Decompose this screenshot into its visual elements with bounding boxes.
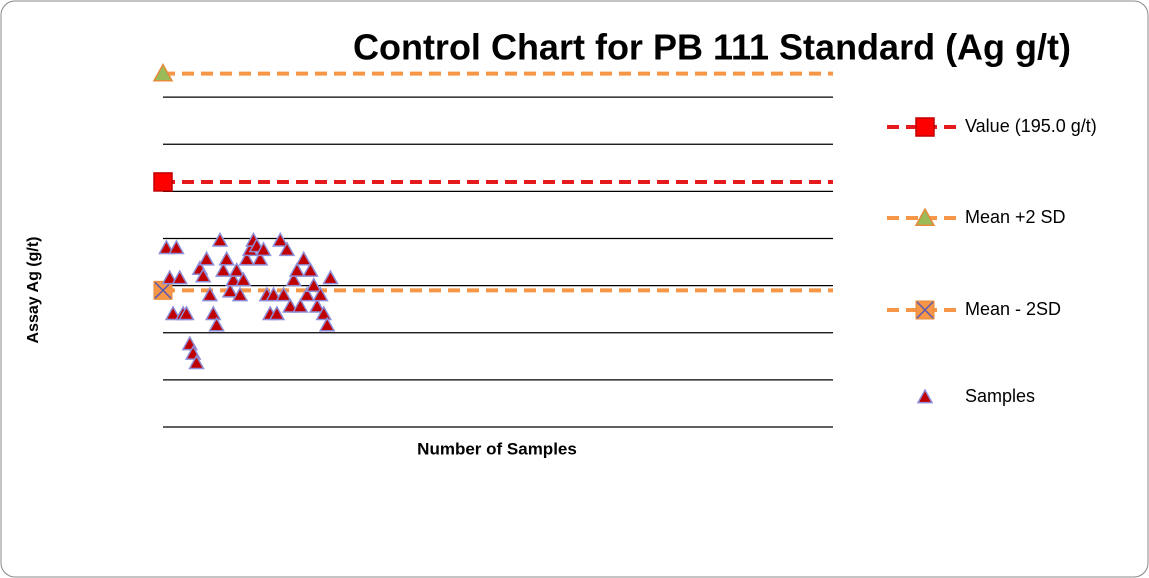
sample-point — [201, 286, 219, 302]
sample-point — [178, 305, 195, 321]
sample-point — [292, 297, 309, 313]
sample-point — [238, 250, 256, 266]
sample-point — [208, 316, 225, 332]
sample-point — [265, 286, 282, 302]
sample-point — [302, 262, 319, 277]
sample-point — [158, 239, 175, 255]
legend-label: Mean - 2SD — [965, 299, 1061, 319]
legend-symbol — [915, 300, 935, 320]
sample-point — [194, 267, 212, 283]
sample-point — [322, 269, 339, 285]
legend-symbol — [915, 117, 935, 137]
legend-label: Mean +2 SD — [965, 207, 1066, 227]
sample-point — [271, 231, 289, 247]
sample-point — [308, 297, 326, 313]
sample-point — [228, 262, 245, 277]
sample-point — [211, 231, 229, 247]
sample-point — [221, 282, 239, 298]
chart-title: Control Chart for PB 111 Standard (Ag g/… — [353, 27, 1071, 68]
sample-point — [161, 269, 178, 285]
sample-point — [295, 250, 312, 266]
sample-point — [315, 305, 333, 321]
legend-symbol-part — [916, 301, 934, 319]
sample-point — [318, 316, 336, 332]
sample-point — [198, 250, 215, 266]
sample-point — [268, 305, 286, 321]
sample-point — [235, 271, 252, 287]
sample-point — [188, 354, 205, 370]
legend-label: Samples — [965, 386, 1035, 406]
sample-point — [171, 269, 189, 285]
sample-point — [251, 250, 269, 266]
sample-point — [168, 239, 185, 255]
sample-point — [312, 286, 329, 302]
x-axis-label: Number of Samples — [417, 439, 577, 458]
legend-label: Value (195.0 g/t) — [965, 116, 1097, 136]
sample-point — [225, 271, 242, 287]
sample-point — [255, 241, 272, 257]
sample-point — [288, 262, 306, 277]
line-marker-part — [154, 281, 172, 299]
sample-point — [218, 250, 235, 266]
legend-symbol — [914, 207, 936, 226]
sample-point — [305, 277, 323, 292]
sample-point — [164, 305, 182, 321]
sample-point — [285, 271, 302, 287]
line-marker — [152, 63, 174, 82]
line-marker — [153, 280, 173, 300]
sample-point — [275, 286, 292, 302]
legend-symbol — [916, 388, 934, 404]
sample-point — [204, 305, 222, 321]
sample-point — [231, 286, 249, 302]
y-axis-label: Assay Ag (g/t) — [25, 237, 42, 344]
sample-point — [298, 286, 316, 302]
sample-point — [278, 241, 296, 257]
line-marker — [153, 172, 173, 192]
sample-point — [282, 297, 299, 313]
sample-point — [215, 262, 232, 277]
